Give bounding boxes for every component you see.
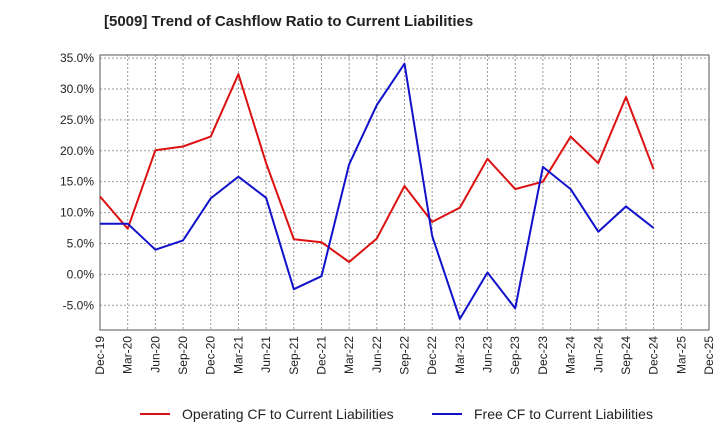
series-line-2 [100, 62, 655, 320]
legend-label: Operating CF to Current Liabilities [182, 406, 394, 422]
y-tick-label: 0.0% [67, 267, 95, 281]
legend: Operating CF to Current Liabilities Free … [140, 406, 653, 422]
x-tick-label: Sep-20 [176, 336, 190, 375]
x-tick-label: Mar-23 [453, 336, 467, 374]
x-tick-label: Mar-24 [564, 336, 578, 374]
series-lines [99, 62, 655, 320]
x-tick-label: Mar-21 [231, 336, 245, 374]
y-tick-label: 10.0% [60, 206, 94, 220]
x-tick-label: Dec-23 [536, 336, 550, 375]
x-tick-label: Dec-21 [314, 336, 328, 375]
x-tick-label: Jun-21 [259, 336, 273, 373]
x-tick-label: Sep-21 [287, 336, 301, 375]
x-tick-label: Mar-22 [342, 336, 356, 374]
x-axis-tick-labels: Dec-19 Mar-20 Jun-20 Sep-20 Dec-20 Mar-21 Jun-… [93, 336, 716, 375]
x-tick-label: Sep-23 [508, 336, 522, 375]
legend-label: Free CF to Current Liabilities [474, 406, 653, 422]
y-tick-label: 35.0% [60, 51, 94, 65]
x-tick-label: Dec-20 [204, 336, 218, 375]
x-tick-label: Mar-25 [674, 336, 688, 374]
plot-area-frame [99, 54, 710, 331]
y-tick-label: 5.0% [67, 236, 95, 250]
x-tick-label: Jun-23 [481, 336, 495, 373]
y-tick-label: -5.0% [63, 298, 95, 312]
x-tick-label: Mar-20 [121, 336, 135, 374]
x-tick-label: Sep-24 [619, 336, 633, 375]
y-tick-label: 20.0% [60, 144, 94, 158]
series-line-1 [99, 73, 655, 263]
x-tick-label: Dec-25 [702, 336, 716, 375]
x-tick-label: Jun-20 [148, 336, 162, 373]
y-tick-label: 15.0% [60, 175, 94, 189]
x-tick-label: Sep-22 [398, 336, 412, 375]
x-tick-label: Dec-24 [647, 336, 661, 375]
x-tick-label: Dec-19 [93, 336, 107, 375]
y-axis-tick-labels: 35.0% 30.0% 25.0% 20.0% 15.0% 10.0% 5.0% 0.0% -5… [60, 51, 94, 312]
x-tick-label: Jun-22 [370, 336, 384, 373]
chart-title: [5009] Trend of Cashflow Ratio to Curren… [104, 13, 474, 30]
y-tick-label: 25.0% [60, 113, 94, 127]
x-tick-label: Jun-24 [591, 336, 605, 373]
x-tick-label: Dec-22 [425, 336, 439, 375]
grid-lines [100, 55, 709, 330]
y-tick-label: 30.0% [60, 82, 94, 96]
